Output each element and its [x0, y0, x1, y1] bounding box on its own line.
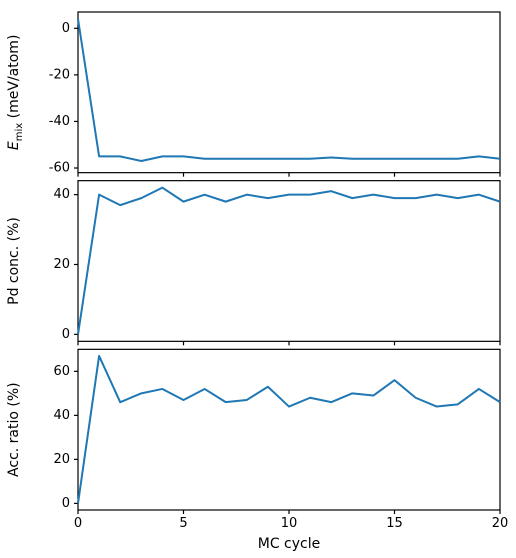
- panel-pd: 0 20 40 Pd conc. (%): [6, 181, 500, 346]
- ytick-label: -40: [49, 114, 70, 129]
- chart-svg: -60 -40 -20 0 Emix (meV/atom) 0 20 40 Pd conc. (…: [0, 0, 516, 558]
- figure: -60 -40 -20 0 Emix (meV/atom) 0 20 40 Pd conc. (…: [0, 0, 516, 558]
- ytick-label: 60: [53, 364, 70, 379]
- ytick-label: 20: [53, 452, 70, 467]
- ylabel: Emix (meV/atom): [6, 35, 25, 151]
- ylabel: Acc. ratio (%): [6, 382, 22, 477]
- panel-acc: 0 20 40 60 0 5 10 15 20 Acc. ratio (%): [6, 349, 508, 530]
- ytick-label: -20: [49, 67, 70, 82]
- panel-frame: [78, 349, 500, 510]
- series-line: [78, 188, 500, 335]
- panel-frame: [78, 181, 500, 342]
- ytick-label: 40: [53, 187, 70, 202]
- ytick-label: 0: [62, 21, 70, 36]
- xtick-label: 0: [74, 516, 82, 531]
- ytick-label: -60: [49, 161, 70, 176]
- xtick-label: 10: [281, 516, 298, 531]
- xtick-label: 5: [179, 516, 187, 531]
- ylabel: Pd conc. (%): [6, 217, 22, 305]
- xlabel: MC cycle: [258, 536, 321, 552]
- panel-frame: [78, 12, 500, 173]
- xtick-label: 15: [386, 516, 403, 531]
- ytick-label: 20: [53, 257, 70, 272]
- xtick-label: 20: [492, 516, 509, 531]
- panel-emix: -60 -40 -20 0 Emix (meV/atom): [6, 12, 500, 177]
- ytick-label: 40: [53, 408, 70, 423]
- series-line: [78, 19, 500, 161]
- ytick-label: 0: [62, 327, 70, 342]
- series-line: [78, 356, 500, 503]
- ytick-label: 0: [62, 496, 70, 511]
